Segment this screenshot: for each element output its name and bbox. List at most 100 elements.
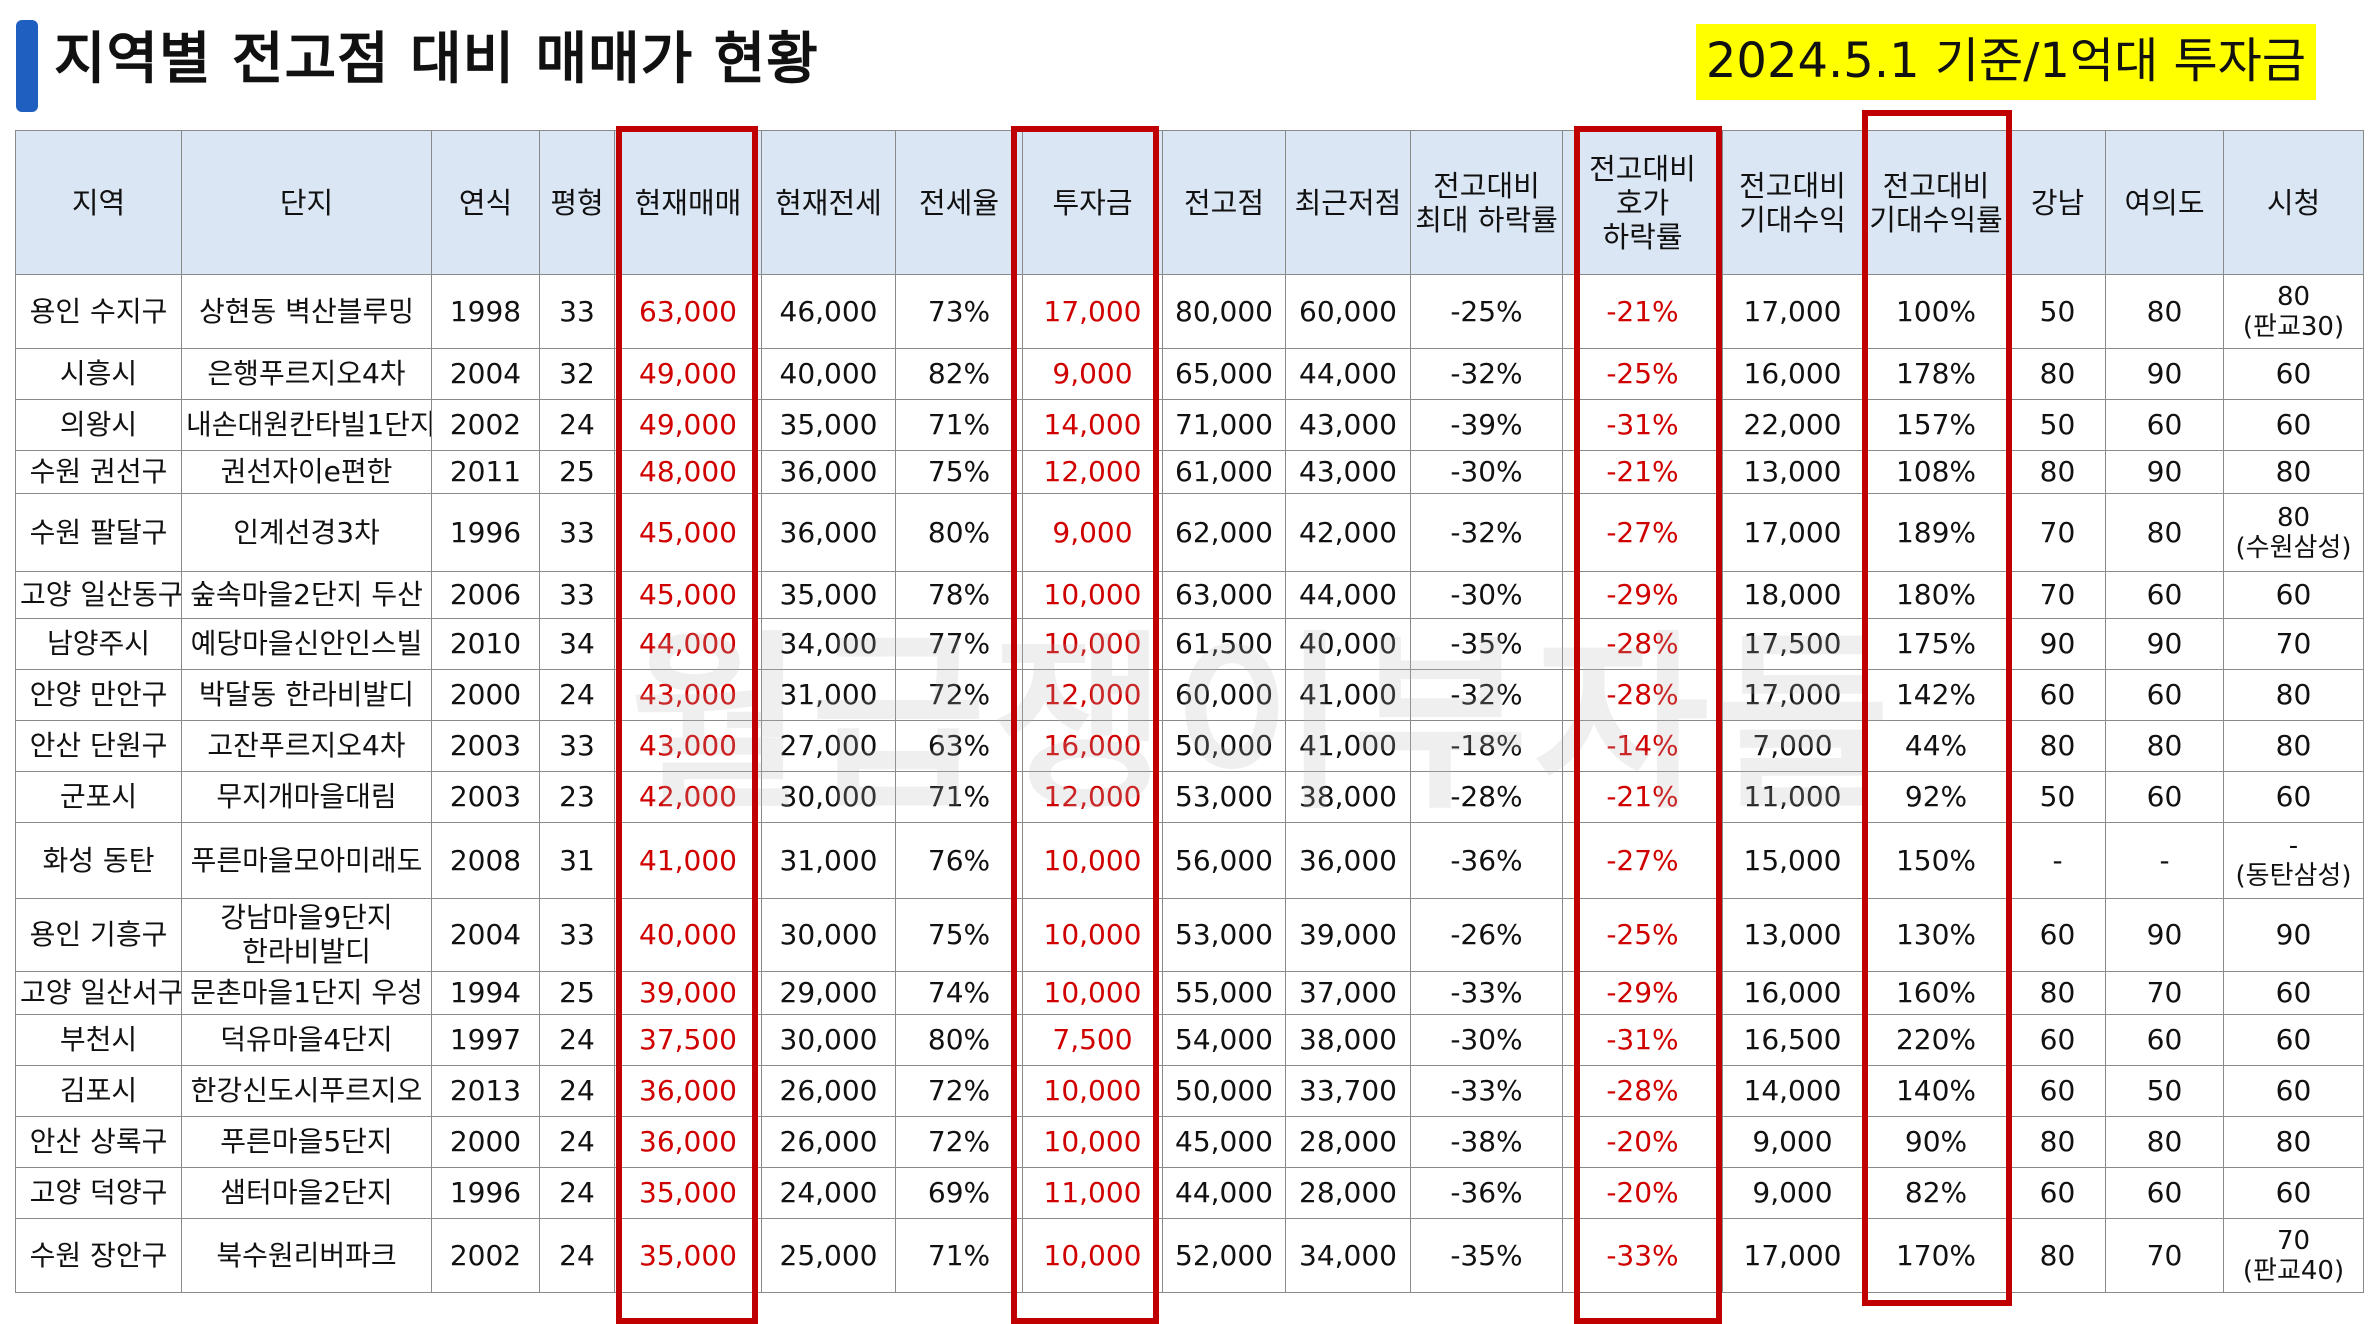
cell-price: 36,000 xyxy=(614,1116,762,1168)
cell-exprate: 178% xyxy=(1862,348,2010,400)
cell-askdrop: -21% xyxy=(1562,771,1723,823)
column-header-line: 기대수익 xyxy=(1739,202,1846,237)
cell-exprate: 108% xyxy=(1862,450,2010,494)
cell-gangnam: 60 xyxy=(2009,1065,2106,1117)
cell-peak: 62,000 xyxy=(1162,493,1286,572)
cell-region: 부천시 xyxy=(15,1014,182,1066)
table-row: 시흥시 은행푸르지오4차 2004 32 49,000 40,000 82% 9,000 65,… xyxy=(15,348,2364,400)
cell-maxdrop: -32% xyxy=(1410,493,1563,572)
cell-price: 45,000 xyxy=(614,571,762,619)
cell-ratio: 72% xyxy=(895,1116,1023,1168)
cell-low: 43,000 xyxy=(1285,399,1411,451)
complex-name-line: 상현동 벽산블루밍 xyxy=(199,294,414,328)
cell-askdrop: -29% xyxy=(1562,571,1723,619)
cell-jeonse: 30,000 xyxy=(761,1014,896,1066)
cell-size: 33 xyxy=(539,720,615,772)
column-header-line: 최대 하락률 xyxy=(1415,202,1558,237)
cell-gangnam: 60 xyxy=(2009,898,2106,972)
cell-jeonse: 30,000 xyxy=(761,898,896,972)
cell-peak: 65,000 xyxy=(1162,348,1286,400)
cell-maxdrop: -30% xyxy=(1410,571,1563,619)
cell-gangnam: 60 xyxy=(2009,1014,2106,1066)
cell-region: 의왕시 xyxy=(15,399,182,451)
cell-gangnam: - xyxy=(2009,822,2106,899)
date-badge: 2024.5.1 기준/1억대 투자금 xyxy=(1695,24,2316,100)
cell-low: 28,000 xyxy=(1285,1167,1411,1219)
complex-name-line: 예당마을신안인스빌 xyxy=(190,627,423,660)
cell-low: 41,000 xyxy=(1285,669,1411,721)
cell-jeonse: 35,000 xyxy=(761,571,896,619)
cell-year: 2004 xyxy=(431,898,540,972)
cell-price: 40,000 xyxy=(614,898,762,972)
cell-invest: 7,500 xyxy=(1022,1014,1163,1066)
complex-name-line: 한강신도시푸르지오 xyxy=(190,1074,423,1107)
cell-peak: 63,000 xyxy=(1162,571,1286,619)
column-header: 현재전세 xyxy=(761,130,896,275)
cell-maxdrop: -25% xyxy=(1410,274,1563,349)
cell-exp: 17,500 xyxy=(1722,618,1863,670)
column-header-line: 단지 xyxy=(279,185,334,220)
cell-maxdrop: -38% xyxy=(1410,1116,1563,1168)
cell-complex: 푸른마을5단지 xyxy=(181,1116,432,1168)
cell-region: 고양 일산서구 xyxy=(15,971,182,1015)
cell-size: 24 xyxy=(539,1167,615,1219)
cell-cityhall: 60 xyxy=(2223,1167,2364,1219)
cell-year: 1998 xyxy=(431,274,540,349)
cell-low: 41,000 xyxy=(1285,720,1411,772)
cell-year: 2000 xyxy=(431,669,540,721)
cell-gangnam: 80 xyxy=(2009,1218,2106,1293)
cell-complex: 덕유마을4단지 xyxy=(181,1014,432,1066)
cell-low: 39,000 xyxy=(1285,898,1411,972)
complex-name-line: 권선자이e편한 xyxy=(220,455,393,488)
cell-price: 44,000 xyxy=(614,618,762,670)
complex-name-line: 한라비발디 xyxy=(242,935,371,968)
table-row: 안양 만안구 박달동 한라비발디 2000 24 43,000 31,000 72% 12,0… xyxy=(15,669,2364,721)
cell-price: 37,500 xyxy=(614,1014,762,1066)
complex-name-line: 숲속마을2단지 두산 xyxy=(190,578,423,611)
cell-maxdrop: -26% xyxy=(1410,898,1563,972)
cell-jeonse: 26,000 xyxy=(761,1116,896,1168)
cell-low: 44,000 xyxy=(1285,348,1411,400)
table-body: 용인 수지구 상현동 벽산블루밍 1998 33 63,000 46,000 73% 17,0… xyxy=(15,274,2364,1293)
complex-name-line: 은행푸르지오4차 xyxy=(207,357,406,390)
table-row: 용인 수지구 상현동 벽산블루밍 1998 33 63,000 46,000 73% 17,0… xyxy=(15,274,2364,349)
cell-complex: 강남마을9단지 한라비발디 xyxy=(181,898,432,972)
cell-peak: 45,000 xyxy=(1162,1116,1286,1168)
cell-gangnam: 80 xyxy=(2009,450,2106,494)
cell-invest: 17,000 xyxy=(1022,274,1163,349)
column-header: 전세율 xyxy=(895,130,1023,275)
cell-year: 1996 xyxy=(431,1167,540,1219)
cell-cityhall: 70 (판교40) xyxy=(2223,1218,2364,1293)
cell-yeouido: 60 xyxy=(2105,669,2224,721)
cell-region: 안양 만안구 xyxy=(15,669,182,721)
cell-cityhall: 60 xyxy=(2223,399,2364,451)
cell-region: 수원 권선구 xyxy=(15,450,182,494)
cell-invest: 11,000 xyxy=(1022,1167,1163,1219)
cell-price: 45,000 xyxy=(614,493,762,572)
cell-ratio: 80% xyxy=(895,493,1023,572)
page-title: 지역별 전고점 대비 매매가 현황 xyxy=(54,27,819,92)
cell-low: 40,000 xyxy=(1285,618,1411,670)
cell-jeonse: 25,000 xyxy=(761,1218,896,1293)
cell-ratio: 69% xyxy=(895,1167,1023,1219)
table-row: 고양 일산동구 숲속마을2단지 두산 2006 33 45,000 35,000 78% 10… xyxy=(15,571,2364,619)
cell-exprate: 44% xyxy=(1862,720,2010,772)
cell-complex: 은행푸르지오4차 xyxy=(181,348,432,400)
cell-maxdrop: -32% xyxy=(1410,669,1563,721)
cell-exprate: 160% xyxy=(1862,971,2010,1015)
column-header-line: 지역 xyxy=(71,185,126,220)
cell-peak: 54,000 xyxy=(1162,1014,1286,1066)
cell-gangnam: 50 xyxy=(2009,771,2106,823)
cell-complex: 권선자이e편한 xyxy=(181,450,432,494)
cityhall-note: (판교40) xyxy=(2242,1255,2345,1286)
cell-cityhall: 60 xyxy=(2223,571,2364,619)
cell-askdrop: -20% xyxy=(1562,1116,1723,1168)
cell-peak: 53,000 xyxy=(1162,771,1286,823)
cell-yeouido: 80 xyxy=(2105,720,2224,772)
column-header-line: 하락률 xyxy=(1602,219,1683,254)
cell-cityhall: 80 (판교30) xyxy=(2223,274,2364,349)
cell-maxdrop: -33% xyxy=(1410,1065,1563,1117)
cell-size: 24 xyxy=(539,1065,615,1117)
cell-year: 2010 xyxy=(431,618,540,670)
table-row: 김포시 한강신도시푸르지오 2013 24 36,000 26,000 72% 10,000 5… xyxy=(15,1065,2364,1117)
